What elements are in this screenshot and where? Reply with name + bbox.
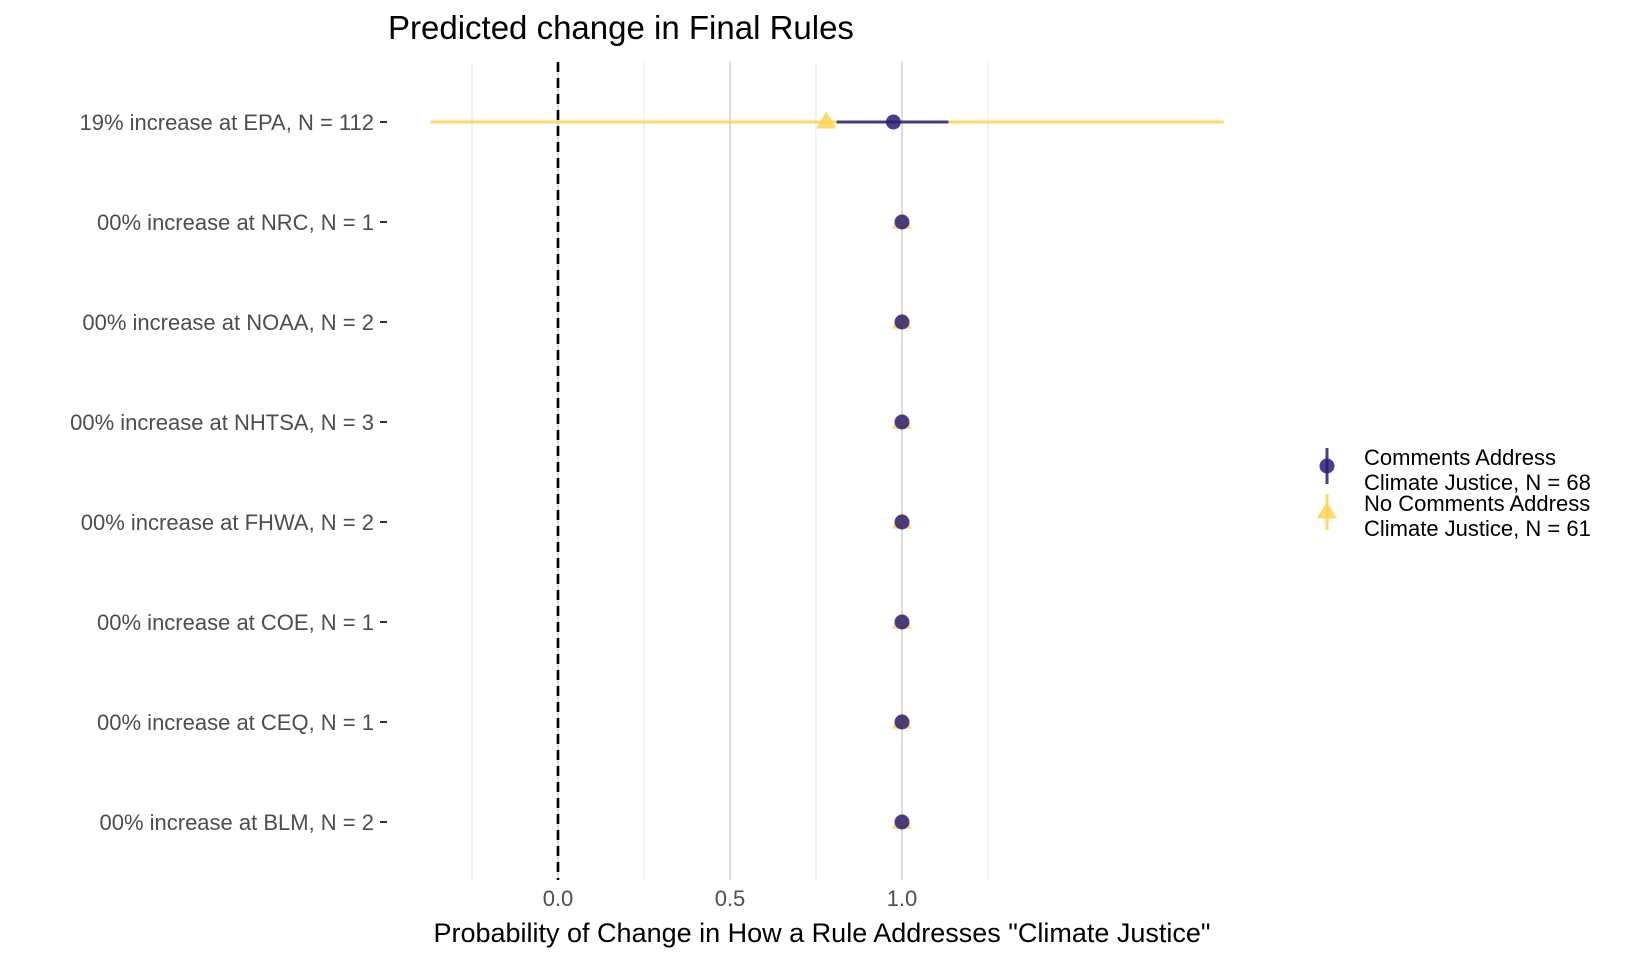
grid-layer: [471, 62, 989, 880]
no-comments-point: [816, 111, 837, 129]
comments-point: [894, 514, 910, 530]
comments-point: [885, 114, 901, 130]
x-tick-label: 0.5: [715, 886, 746, 911]
x-axis-label: Probability of Change in How a Rule Addr…: [433, 918, 1210, 948]
chart-title: Predicted change in Final Rules: [388, 9, 854, 46]
comments-point: [894, 414, 910, 430]
y-axis: 19% increase at EPA, N = 112 00% increase…: [70, 110, 387, 835]
y-tick-label: 19% increase at EPA, N = 112: [79, 110, 374, 135]
legend-label-no-comments: No Comments Address: [1364, 491, 1590, 516]
legend-label-comments: Climate Justice, N = 68: [1364, 470, 1591, 495]
y-tick-label: 00% increase at CEQ, N = 1: [97, 710, 374, 735]
comments-point: [894, 314, 910, 330]
legend-label-no-comments: Climate Justice, N = 61: [1364, 516, 1591, 541]
legend-label-comments: Comments Address: [1364, 445, 1556, 470]
comments-point: [894, 714, 910, 730]
x-axis: 0.0 0.5 1.0: [543, 886, 918, 911]
comments-point: [894, 214, 910, 230]
legend-key-comments-point: [1319, 458, 1335, 474]
point-layer: [816, 111, 912, 830]
x-tick-label: 1.0: [887, 886, 918, 911]
y-tick-label: 00% increase at NOAA, N = 2: [82, 310, 374, 335]
legend-key-no-comments-point: [1317, 501, 1337, 519]
y-tick-label: 00% increase at BLM, N = 2: [99, 810, 374, 835]
x-tick-label: 0.0: [543, 886, 574, 911]
y-tick-label: 00% increase at NRC, N = 1: [97, 210, 374, 235]
comments-point: [894, 614, 910, 630]
y-tick-label: 00% increase at COE, N = 1: [97, 610, 374, 635]
comments-point: [894, 814, 910, 830]
y-tick-label: 00% increase at NHTSA, N = 3: [70, 410, 374, 435]
y-tick-label: 00% increase at FHWA, N = 2: [81, 510, 374, 535]
